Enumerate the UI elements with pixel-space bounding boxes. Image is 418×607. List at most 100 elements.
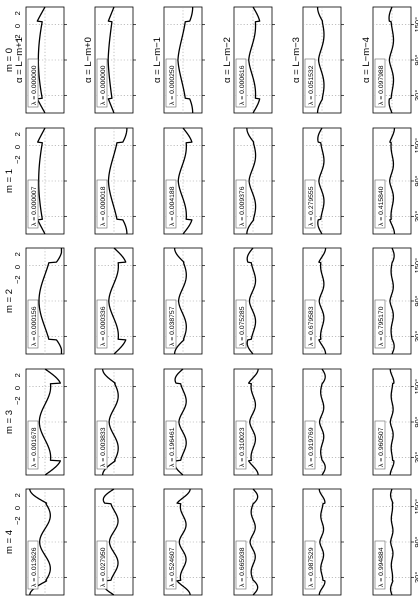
lambda-label: λ = 0.415840 [378,186,385,226]
theta-tick-label: 30° [413,572,418,583]
lambda-label: λ = 0.000000 [31,65,38,105]
lambda-box [374,299,386,349]
lambda-label: λ = 0.665938 [239,547,246,587]
lambda-label-group: λ = 0.524607 [165,540,177,590]
panel-r0-c4: λ = 0.051532 [302,6,344,114]
panel-r4-c1: λ = 0.027950 [94,488,136,596]
panel-r3-c4: λ = 0.919769 [302,368,344,476]
lambda-box [235,540,247,590]
lambda-box [374,540,386,590]
lambda-label-group: λ = 0.097988 [374,58,386,108]
eigenfunction-curve [248,6,261,114]
lambda-label-group: λ = 0.196461 [165,420,177,470]
lambda-box [27,58,39,108]
lambda-box [374,420,386,470]
lambda-label-group: λ = 0.000007 [27,179,39,229]
panel-r3-c1: λ = 0.003833 [94,368,136,476]
lambda-label: λ = 0.987529 [308,547,315,587]
lambda-label: λ = 0.795170 [378,306,385,346]
theta-tick-label: 90° [413,536,418,547]
row-label-m: m = 0 [4,48,15,72]
eigenfunction-curve [36,6,46,114]
panel-r0-c1: λ = 0.000000 [94,6,136,114]
lambda-label: λ = 0.051532 [308,65,315,105]
lambda-box [96,58,108,108]
panel-r1-c5: λ = 0.415840 [372,127,414,235]
eigenfunction-curve [37,127,46,235]
lambda-label-group: λ = 0.009376 [235,179,247,229]
lambda-box [235,299,247,349]
row-label-m: m = 1 [4,169,15,193]
lambda-label: λ = 0.000336 [100,306,107,346]
lambda-label: λ = 0.027950 [100,547,107,587]
eigenfunction-curve [248,368,259,476]
value-tick-label: −2 [13,34,22,43]
theta-tick-label: 90° [413,175,418,186]
panel-r4-c3: λ = 0.665938 [233,488,275,596]
lambda-box [96,540,108,590]
theta-tick-label: 150° [413,499,418,515]
column-title-alpha: α = L−m+0 [83,37,94,83]
panel-r4-c0: λ = 0.013626 [25,488,67,596]
row-label-m: m = 4 [4,530,15,554]
lambda-box [304,179,316,229]
lambda-box [27,540,39,590]
lambda-box [235,58,247,108]
panel-r2-c0: λ = 0.000156 [25,247,67,355]
value-tick-label: 0 [13,386,22,390]
lambda-label-group: λ = 0.665938 [235,540,247,590]
lambda-label-group: λ = 0.000000 [96,58,108,108]
lambda-label: λ = 0.310023 [239,427,246,467]
lambda-label-group: λ = 0.013626 [27,540,39,590]
panel-r4-c4: λ = 0.987529 [302,488,344,596]
panel-r1-c2: λ = 0.004188 [163,127,205,235]
column-title-alpha: α = L−m−3 [291,37,302,83]
lambda-box [96,420,108,470]
panel-r1-c3: λ = 0.009376 [233,127,275,235]
value-tick-label: 2 [13,373,22,377]
eigenfunction-curve [317,127,325,235]
eigenfunction-curve [318,368,326,476]
lambda-label: λ = 0.075285 [239,306,246,346]
lambda-label: λ = 0.097988 [378,65,385,105]
theta-tick-label: 90° [413,416,418,427]
eigenfunction-curve [174,368,187,476]
column-title-alpha: α = L−m−4 [361,37,372,83]
theta-tick-label: 30° [413,452,418,463]
row-label-m: m = 2 [4,289,15,313]
lambda-label-group: λ = 0.919769 [304,420,316,470]
lambda-label: λ = 0.009376 [239,186,246,226]
lambda-label-group: λ = 0.027950 [96,540,108,590]
theta-tick-label: 150° [413,138,418,154]
column-title-alpha: α = L−m−2 [222,37,233,83]
value-tick-label: 0 [13,24,22,28]
lambda-label: λ = 0.000000 [100,65,107,105]
panel-r0-c3: λ = 0.000616 [233,6,275,114]
eigenfunction-curve [246,247,257,355]
lambda-box [304,540,316,590]
theta-tick-label: 90° [413,295,418,306]
eigenfunction-curve [388,6,395,114]
lambda-box [96,179,108,229]
value-tick-label: 0 [13,145,22,149]
theta-tick-label: 150° [413,379,418,395]
lambda-box [374,58,386,108]
panel-r2-c3: λ = 0.075285 [233,247,275,355]
value-tick-label: 0 [13,506,22,510]
lambda-label: λ = 0.524607 [169,547,176,587]
lambda-label: λ = 0.003833 [100,427,107,467]
panel-r0-c2: λ = 0.000250 [163,6,205,114]
value-tick-label: 2 [13,11,22,15]
lambda-label-group: λ = 0.415840 [374,179,386,229]
lambda-label-group: λ = 0.679583 [304,299,316,349]
panel-r2-c5: λ = 0.795170 [372,247,414,355]
eigenfunction-curve [318,247,327,355]
lambda-box [304,58,316,108]
lambda-label-group: λ = 0.075285 [235,299,247,349]
eigenfunction-curve [107,6,115,114]
lambda-box [304,299,316,349]
eigenfunction-curve [107,127,128,235]
eigenfunction-curve [318,488,326,596]
